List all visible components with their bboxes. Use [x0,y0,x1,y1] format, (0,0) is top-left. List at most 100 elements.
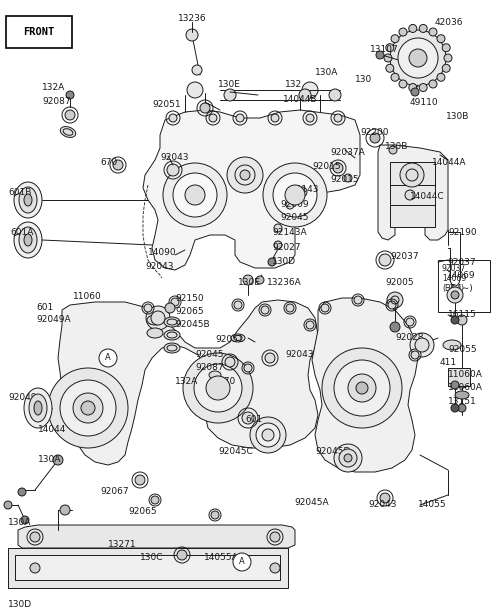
Circle shape [348,374,376,402]
Text: 14044C: 14044C [410,192,444,201]
Circle shape [386,64,394,72]
Text: 11060A: 11060A [448,370,483,379]
Text: 132A: 132A [175,377,198,386]
Circle shape [194,364,242,412]
Ellipse shape [24,234,32,246]
Text: 16115: 16115 [448,310,477,319]
Ellipse shape [455,391,469,399]
Text: 92055: 92055 [448,345,476,354]
Text: 92065: 92065 [128,507,156,516]
Ellipse shape [231,334,245,342]
Text: 130A: 130A [8,518,32,527]
Text: 92067: 92067 [100,487,128,496]
Circle shape [334,360,390,416]
Circle shape [286,201,294,209]
Circle shape [169,114,177,122]
Circle shape [354,296,362,304]
Circle shape [379,254,391,266]
Text: 92065: 92065 [175,307,204,316]
Circle shape [18,488,26,496]
Circle shape [376,51,384,59]
Ellipse shape [164,317,180,327]
Circle shape [399,28,407,36]
Text: 49110: 49110 [410,98,438,107]
Text: 130E: 130E [218,80,241,89]
Circle shape [411,88,419,96]
Circle shape [30,532,40,542]
Circle shape [339,449,357,467]
Text: 92045C: 92045C [218,447,253,456]
Circle shape [234,301,242,309]
Text: 92043: 92043 [285,350,314,359]
Circle shape [244,364,252,372]
Text: 92037: 92037 [390,252,418,261]
Circle shape [30,563,40,573]
Ellipse shape [29,394,47,422]
Ellipse shape [147,315,163,325]
Circle shape [306,114,314,122]
Text: 14044B: 14044B [283,95,318,104]
Text: 92037: 92037 [447,258,476,267]
Circle shape [186,29,198,41]
Text: 92015: 92015 [330,175,358,184]
Circle shape [321,304,329,312]
Text: 670: 670 [218,377,236,386]
Text: 92043: 92043 [145,262,174,271]
Circle shape [391,34,399,42]
Text: 601: 601 [245,415,262,424]
Text: 92037A: 92037A [330,148,365,157]
Circle shape [451,291,459,299]
Bar [448,368,470,386]
Ellipse shape [19,187,37,213]
Circle shape [409,25,417,33]
Text: 132A: 132A [42,83,65,92]
Text: 13151: 13151 [448,397,477,406]
Text: 13236: 13236 [178,14,206,23]
Circle shape [299,89,311,101]
Text: 92043: 92043 [160,153,188,162]
Circle shape [437,73,445,81]
Text: 92037: 92037 [442,264,466,273]
Circle shape [151,496,159,504]
Circle shape [242,412,254,424]
Circle shape [390,30,446,86]
Text: 130B: 130B [446,112,469,121]
Text: 92027: 92027 [272,243,300,252]
Text: 92043: 92043 [368,500,396,509]
Circle shape [211,511,219,519]
Text: 92190: 92190 [448,228,476,237]
Text: (E4∼): (E4∼) [447,284,473,293]
Circle shape [81,401,95,415]
Text: 92143: 92143 [290,185,318,194]
Circle shape [344,174,352,182]
Circle shape [167,164,179,176]
Text: 92045B: 92045B [175,320,210,329]
Circle shape [399,80,407,88]
Polygon shape [143,110,360,270]
Circle shape [334,444,362,472]
Text: 14069: 14069 [447,271,476,280]
Text: 130C: 130C [140,553,164,562]
Text: A: A [239,558,245,566]
Text: 411: 411 [440,358,457,367]
Text: 92143A: 92143A [272,228,306,237]
Circle shape [297,187,307,197]
Circle shape [322,348,402,428]
Circle shape [171,298,179,306]
Text: 42036: 42036 [435,18,464,27]
Ellipse shape [19,227,37,253]
Text: 92045: 92045 [280,213,308,222]
Text: A: A [105,354,111,362]
Circle shape [286,304,294,312]
Circle shape [411,351,419,359]
Circle shape [356,382,368,394]
Text: 130D: 130D [272,257,296,266]
Text: FRONT: FRONT [24,27,54,37]
Circle shape [185,185,205,205]
Text: 14055A: 14055A [204,553,239,562]
Ellipse shape [34,401,42,415]
Circle shape [165,303,175,313]
Text: 92049: 92049 [8,393,36,402]
Ellipse shape [14,222,42,258]
Circle shape [415,338,429,352]
